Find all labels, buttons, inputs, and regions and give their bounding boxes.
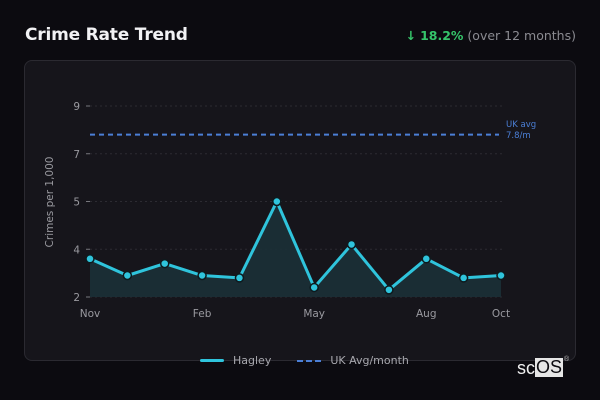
legend-item-hagley[interactable]: Hagley [200, 354, 271, 367]
brand-logo: sc OS ® [517, 356, 570, 379]
data-point-aug[interactable] [421, 254, 432, 264]
y-axis-label: Crimes per 1,000 [44, 157, 56, 248]
y-tick-label: 7 [73, 149, 80, 161]
data-point-feb[interactable] [197, 270, 207, 281]
chart-title: Crime Rate Trend [25, 25, 188, 45]
y-tick-label: 4 [73, 244, 80, 256]
data-point-jan[interactable] [159, 258, 170, 269]
reference-annotation-line2: 7.8/m [506, 131, 531, 141]
data-point-nov[interactable] [85, 254, 95, 264]
brand-highlight: OS [535, 357, 564, 377]
registered-mark-icon: ® [564, 356, 570, 363]
y-tick-label: 5 [73, 197, 80, 209]
data-points [85, 196, 506, 295]
reference-annotation-line1: UK avg [506, 120, 536, 130]
x-tick-label: Aug [416, 308, 437, 320]
brand-prefix: sc [517, 358, 535, 378]
legend-label-uk-avg: UK Avg/month [330, 354, 409, 367]
y-tick-label: 2 [73, 292, 80, 304]
data-point-jun[interactable] [346, 239, 357, 250]
data-point-jul[interactable] [384, 285, 394, 295]
legend: Hagley UK Avg/month [200, 354, 409, 367]
x-tick-label: May [303, 308, 325, 320]
x-axis: Nov Feb May Aug Oct [80, 308, 510, 320]
x-tick-label: Feb [193, 308, 212, 320]
data-point-apr[interactable] [272, 196, 282, 207]
x-tick-label: Oct [492, 308, 510, 320]
down-arrow-icon: ↓ [405, 28, 417, 43]
data-point-dec[interactable] [122, 270, 133, 281]
series-line-hagley [89, 200, 502, 292]
data-point-oct[interactable] [496, 270, 506, 281]
legend-item-uk-avg[interactable]: UK Avg/month [297, 354, 409, 367]
y-axis: 2 4 5 7 9 [73, 101, 90, 304]
data-point-mar[interactable] [234, 273, 245, 283]
change-summary: ↓ 18.2% (over 12 months) [406, 28, 576, 43]
chart-card [24, 60, 576, 361]
solid-line-swatch-icon [200, 359, 224, 362]
data-point-sep[interactable] [458, 273, 469, 283]
data-point-may[interactable] [309, 282, 319, 293]
change-period: (over 12 months) [467, 28, 576, 43]
change-value: 18.2% [420, 28, 464, 43]
dashed-line-swatch-icon [297, 359, 322, 362]
legend-label-hagley: Hagley [233, 354, 272, 367]
x-tick-label: Nov [80, 308, 101, 320]
y-tick-label: 9 [73, 101, 80, 113]
